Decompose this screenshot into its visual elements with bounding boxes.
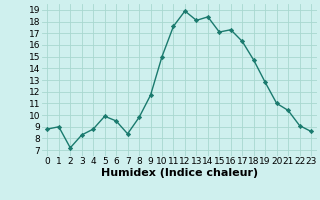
X-axis label: Humidex (Indice chaleur): Humidex (Indice chaleur) (100, 168, 258, 178)
